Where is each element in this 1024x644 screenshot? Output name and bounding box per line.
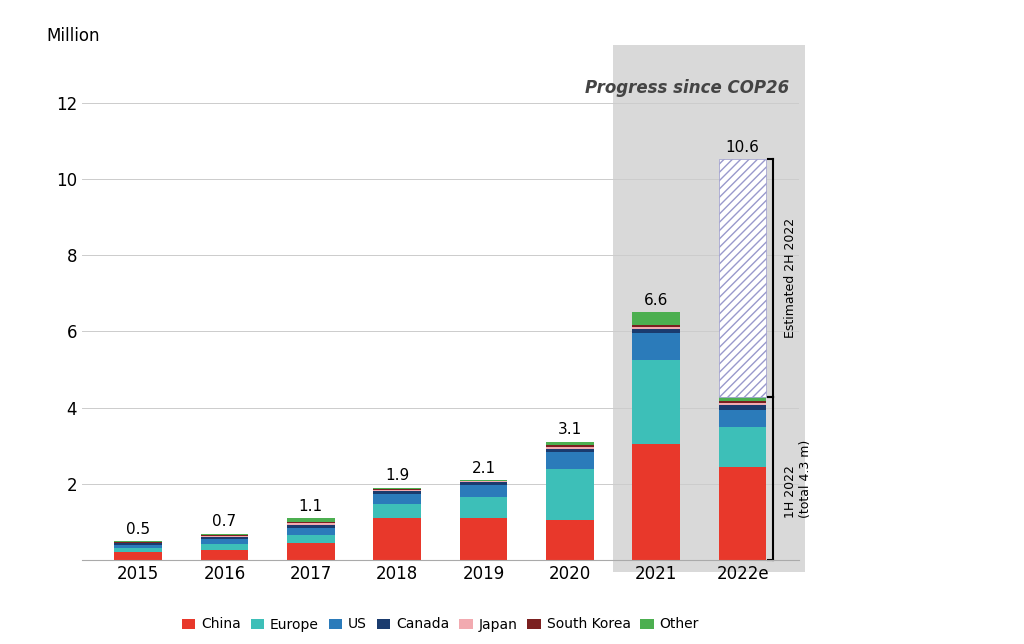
Bar bbox=[719, 397, 766, 401]
Bar bbox=[287, 523, 335, 525]
Bar bbox=[719, 427, 766, 467]
Legend: China, Europe, US, Canada, Japan, South Korea, Other: China, Europe, US, Canada, Japan, South … bbox=[176, 612, 705, 637]
Bar bbox=[287, 543, 335, 560]
Bar bbox=[633, 325, 680, 327]
Bar bbox=[633, 312, 680, 325]
Bar bbox=[374, 488, 421, 489]
Bar bbox=[374, 491, 421, 493]
Bar bbox=[115, 545, 162, 549]
Bar bbox=[287, 518, 335, 522]
Text: 10.6: 10.6 bbox=[726, 140, 760, 155]
Bar bbox=[201, 549, 248, 560]
Bar bbox=[460, 481, 507, 482]
Bar bbox=[719, 403, 766, 405]
Bar bbox=[201, 535, 248, 536]
Bar bbox=[287, 525, 335, 528]
Text: Progress since COP26: Progress since COP26 bbox=[586, 79, 790, 97]
Bar bbox=[287, 536, 335, 543]
Bar bbox=[460, 485, 507, 497]
Bar bbox=[719, 467, 766, 560]
Bar bbox=[460, 497, 507, 518]
Text: 0.5: 0.5 bbox=[126, 522, 151, 536]
Bar bbox=[115, 553, 162, 560]
Bar bbox=[460, 518, 507, 560]
Bar bbox=[115, 541, 162, 542]
Bar bbox=[546, 469, 594, 520]
Bar bbox=[633, 327, 680, 328]
Text: 1.9: 1.9 bbox=[385, 468, 410, 483]
Bar bbox=[115, 544, 162, 545]
Bar bbox=[546, 445, 594, 446]
FancyBboxPatch shape bbox=[613, 45, 805, 572]
Text: 6.6: 6.6 bbox=[644, 293, 669, 308]
Bar bbox=[633, 360, 680, 444]
Bar bbox=[201, 534, 248, 535]
Bar bbox=[460, 480, 507, 481]
Text: Estimated 2H 2022: Estimated 2H 2022 bbox=[783, 218, 797, 338]
Bar bbox=[115, 543, 162, 544]
Bar bbox=[633, 328, 680, 334]
Bar bbox=[546, 442, 594, 445]
Text: 2.1: 2.1 bbox=[471, 460, 496, 476]
Text: 0.7: 0.7 bbox=[212, 514, 237, 529]
Bar bbox=[460, 482, 507, 485]
Bar bbox=[719, 159, 766, 397]
Text: 1H 2022
(total 4.3 m): 1H 2022 (total 4.3 m) bbox=[783, 439, 812, 518]
Bar bbox=[115, 549, 162, 553]
Bar bbox=[201, 539, 248, 544]
Bar bbox=[287, 528, 335, 536]
Bar bbox=[201, 537, 248, 539]
Bar bbox=[719, 405, 766, 410]
Bar bbox=[719, 401, 766, 403]
Bar bbox=[633, 334, 680, 360]
Bar bbox=[546, 448, 594, 451]
Bar bbox=[546, 446, 594, 448]
Text: 3.1: 3.1 bbox=[558, 422, 582, 437]
Text: 1.1: 1.1 bbox=[299, 498, 323, 514]
Bar bbox=[374, 493, 421, 504]
Bar bbox=[546, 520, 594, 560]
Bar bbox=[287, 522, 335, 523]
Bar bbox=[374, 489, 421, 491]
Bar bbox=[719, 410, 766, 427]
Bar bbox=[201, 536, 248, 537]
Bar bbox=[374, 518, 421, 560]
Bar bbox=[374, 504, 421, 518]
Bar bbox=[546, 451, 594, 469]
Bar bbox=[201, 544, 248, 549]
Bar bbox=[633, 444, 680, 560]
Text: Million: Million bbox=[46, 26, 99, 44]
